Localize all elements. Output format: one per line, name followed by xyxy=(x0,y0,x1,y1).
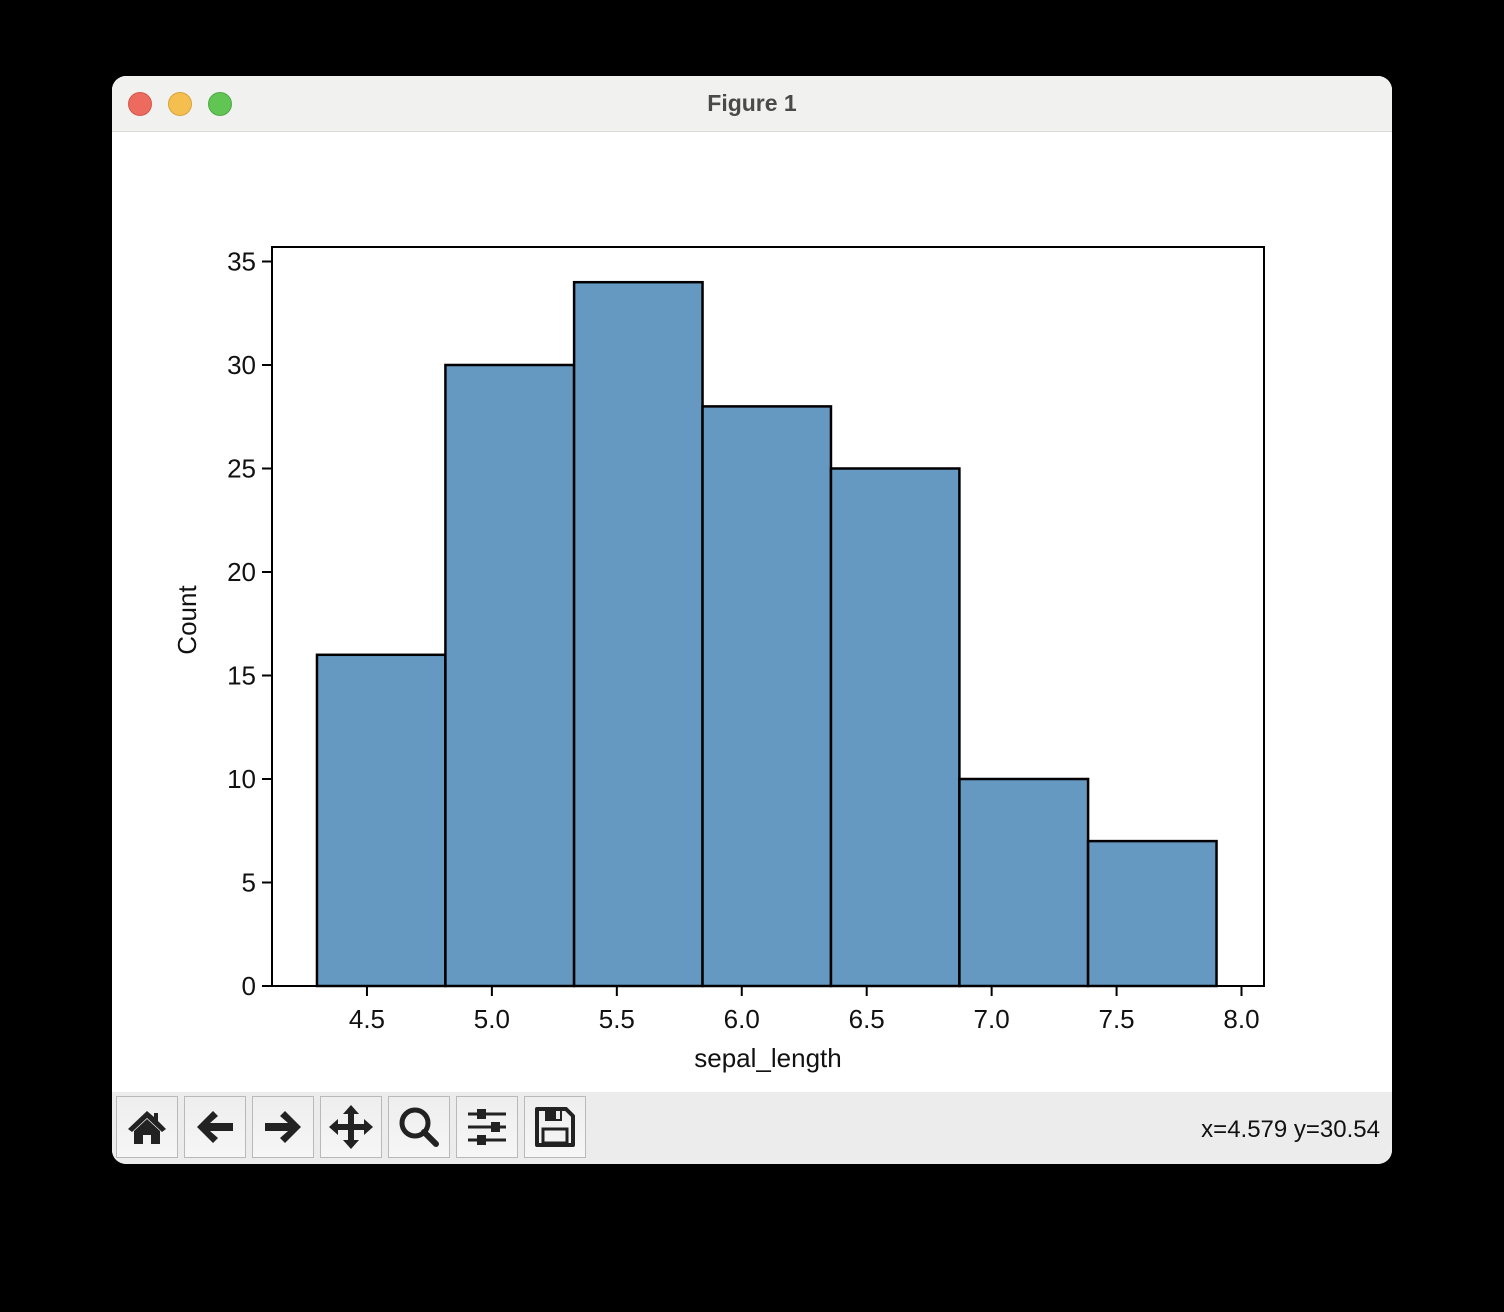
arrow-left-icon xyxy=(197,1111,233,1143)
forward-button[interactable] xyxy=(252,1096,314,1158)
y-axis-label: Count xyxy=(172,585,202,655)
y-tick-label: 35 xyxy=(227,246,256,276)
window-title: Figure 1 xyxy=(707,90,797,116)
y-axis-ticks: 0 5 10 15 20 25 30 35 xyxy=(227,246,272,1001)
y-tick-label: 30 xyxy=(227,350,256,380)
histogram-bar xyxy=(315,653,447,988)
histogram-bar xyxy=(701,405,833,988)
y-tick-label: 0 xyxy=(242,971,256,1001)
zoom-window-button[interactable] xyxy=(208,92,232,116)
x-tick-label: 5.0 xyxy=(474,1004,510,1034)
x-tick-label: 6.5 xyxy=(849,1004,885,1034)
x-tick-label: 8.0 xyxy=(1223,1004,1259,1034)
save-button[interactable] xyxy=(524,1096,586,1158)
x-tick-label: 7.0 xyxy=(974,1004,1010,1034)
x-axis-ticks: 4.5 5.0 5.5 6.0 6.5 7.0 7.5 8.0 xyxy=(349,986,1260,1034)
figure-window: Figure 1 0 5 10 15 20 25 30 35 4.5 5.0 5.5 6.0 6.5 7… xyxy=(112,76,1392,1164)
histogram-bars xyxy=(315,280,1218,988)
figure-canvas[interactable]: 0 5 10 15 20 25 30 35 4.5 5.0 5.5 6.0 6.5 7.0 7.5 8.0 … xyxy=(112,132,1392,1092)
back-button[interactable] xyxy=(184,1096,246,1158)
move-icon xyxy=(329,1105,373,1149)
arrow-right-icon xyxy=(265,1111,301,1143)
y-tick-label: 25 xyxy=(227,453,256,483)
y-tick-label: 10 xyxy=(227,764,256,794)
y-tick-label: 5 xyxy=(242,867,256,897)
cursor-coordinates: x=4.579 y=30.54 xyxy=(1201,1116,1380,1143)
zoom-button[interactable] xyxy=(388,1096,450,1158)
histogram-bar xyxy=(958,777,1090,988)
histogram-bar xyxy=(829,467,961,988)
histogram-bar xyxy=(572,280,704,988)
home-button[interactable] xyxy=(116,1096,178,1158)
x-tick-label: 5.5 xyxy=(599,1004,635,1034)
home-icon xyxy=(128,1111,166,1144)
sliders-icon xyxy=(468,1109,506,1145)
x-tick-label: 7.5 xyxy=(1098,1004,1134,1034)
magnifier-icon xyxy=(399,1107,439,1147)
axes-frame xyxy=(271,246,1265,987)
histogram-bar xyxy=(444,363,576,988)
floppy-disk-icon xyxy=(535,1107,575,1147)
x-tick-label: 4.5 xyxy=(349,1004,385,1034)
close-button[interactable] xyxy=(128,92,152,116)
minimize-button[interactable] xyxy=(168,92,192,116)
pan-button[interactable] xyxy=(320,1096,382,1158)
y-tick-label: 15 xyxy=(227,660,256,690)
x-axis-label: sepal_length xyxy=(694,1043,841,1073)
histogram-bar xyxy=(1086,839,1218,988)
configure-subplots-button[interactable] xyxy=(456,1096,518,1158)
navigation-toolbar: x=4.579 y=30.54 xyxy=(112,1092,1392,1164)
title-bar: Figure 1 xyxy=(112,76,1392,132)
y-tick-label: 20 xyxy=(227,557,256,587)
x-tick-label: 6.0 xyxy=(724,1004,760,1034)
